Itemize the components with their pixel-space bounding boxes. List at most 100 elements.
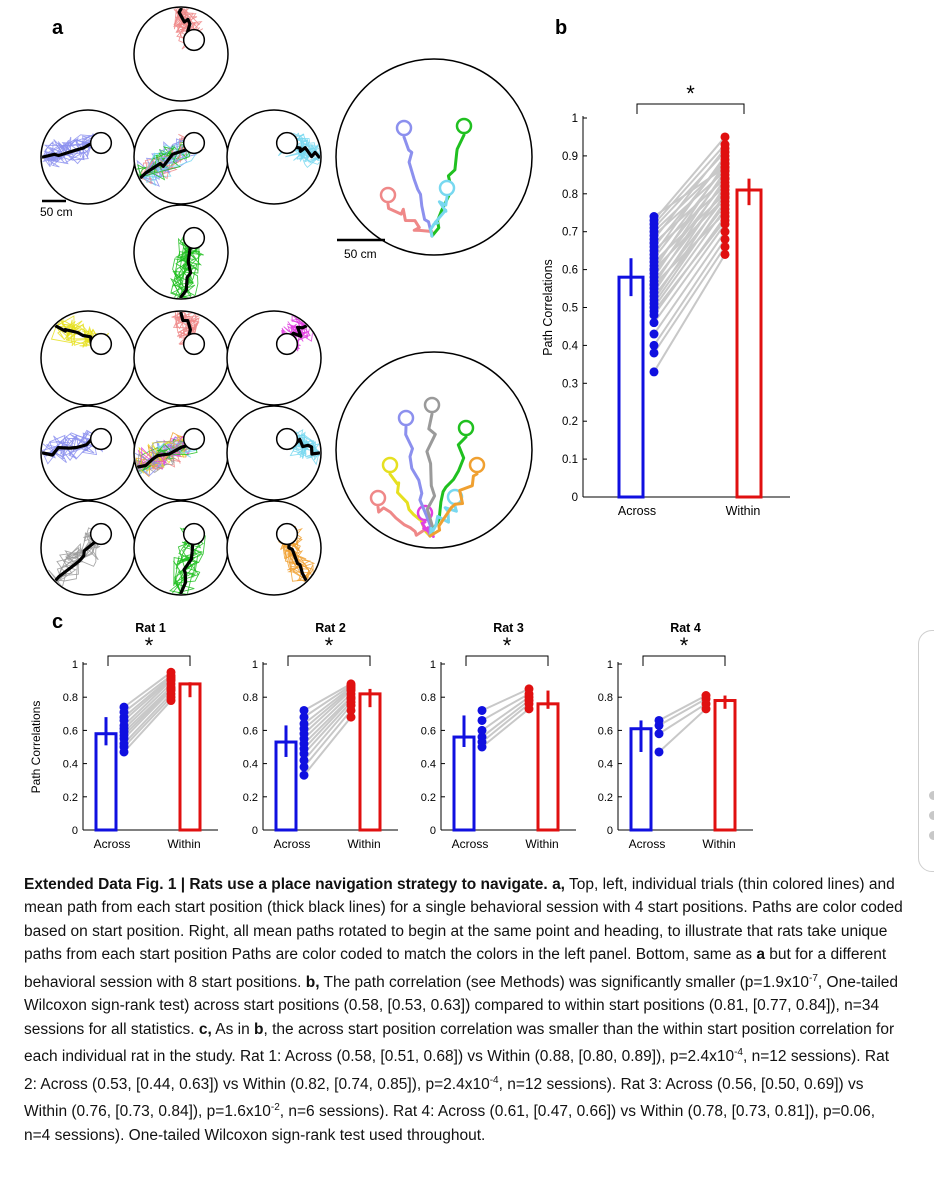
dot-within xyxy=(720,242,730,252)
rotated-goal-marker xyxy=(397,409,415,427)
y-tick-label: 0 xyxy=(72,825,78,837)
trial-path xyxy=(55,320,102,346)
rotated-bottom xyxy=(335,351,533,549)
category-label: Across xyxy=(452,837,489,851)
pair-line xyxy=(653,136,726,221)
scale-bar-right: 50 cm xyxy=(337,238,385,261)
pair-line xyxy=(658,708,707,753)
goal-circle xyxy=(275,332,299,356)
dot-across xyxy=(119,702,129,712)
rotated-goal-marker xyxy=(423,396,441,414)
dot-within xyxy=(524,684,534,694)
pair-line xyxy=(123,693,172,745)
pair-line xyxy=(303,693,352,740)
arena-bottom-3 xyxy=(226,310,322,406)
goal-circle xyxy=(182,28,206,52)
pair-line xyxy=(303,704,352,761)
pair-line xyxy=(303,688,352,730)
arena-boundary xyxy=(226,310,322,406)
dot-across xyxy=(649,329,659,339)
significance-star: * xyxy=(503,633,512,658)
goal-circle xyxy=(182,427,206,451)
rotated-goal-marker xyxy=(468,456,486,474)
y-tick-label: 0.2 xyxy=(598,792,613,804)
trial-path xyxy=(285,533,314,580)
caption-c-text-5: , n=6 sessions). Rat 4: Across (0.61, [0… xyxy=(24,1103,876,1144)
y-tick-label: 0.9 xyxy=(562,151,578,163)
scale-bar-left: 50 cm xyxy=(40,199,73,219)
pair-line xyxy=(653,151,726,229)
caption-b-label: b, xyxy=(305,973,320,991)
trial-path xyxy=(55,531,102,581)
caption-a-text: Top, left, individual trials (thin color… xyxy=(24,876,903,964)
chart-title: Rat 2 xyxy=(315,621,346,635)
pair-line xyxy=(303,696,352,745)
arena-bottom-8 xyxy=(133,500,229,596)
caption-c-text: As in xyxy=(215,1020,250,1038)
rotated-goal-marker xyxy=(381,456,399,474)
significance-bracket xyxy=(642,655,726,666)
pair-line xyxy=(658,694,707,722)
pair-line xyxy=(653,193,726,263)
arena-bottom-1 xyxy=(40,310,136,406)
y-tick-label: 0.6 xyxy=(63,725,78,737)
dot-across xyxy=(477,705,487,715)
trial-path xyxy=(137,434,200,467)
category-label: Across xyxy=(618,504,656,518)
category-label: Across xyxy=(274,837,311,851)
y-tick-label: 0 xyxy=(430,825,436,837)
pair-line xyxy=(123,699,172,753)
bar-within xyxy=(735,188,763,499)
y-tick-label: 0.6 xyxy=(598,725,613,737)
dot-across xyxy=(649,265,659,275)
trial-path xyxy=(173,533,195,594)
goal-circle xyxy=(89,332,113,356)
panel-label-a: a xyxy=(52,17,64,39)
pair-line xyxy=(653,155,726,256)
dot-within xyxy=(720,162,730,172)
dot-within xyxy=(720,200,730,210)
y-tick-label: 1 xyxy=(252,659,258,671)
significance-bracket xyxy=(287,655,371,666)
pair-line xyxy=(653,143,726,225)
trial-path xyxy=(180,533,206,594)
category-label: Within xyxy=(167,837,200,851)
caption-c-text-4: , n=12 sessions). Rat 3: Across (0.56, [… xyxy=(24,1075,864,1121)
bar-within xyxy=(358,692,382,832)
dot-within xyxy=(720,181,730,191)
pair-line xyxy=(658,702,707,735)
pair-line xyxy=(303,701,352,755)
pair-line xyxy=(481,703,530,743)
rotated-mean-path xyxy=(376,505,432,538)
y-tick-label: 0.5 xyxy=(562,303,578,315)
arena-top-east xyxy=(226,109,322,205)
side-scroll-widget[interactable] xyxy=(918,630,934,872)
rotated-paths-4-starts xyxy=(335,58,533,256)
dot-across xyxy=(299,762,309,772)
arena-top-north xyxy=(133,6,229,102)
dot-within xyxy=(701,691,711,701)
dot-across xyxy=(649,367,659,377)
caption-a-text-2: but for a different behavioral session w… xyxy=(24,946,887,991)
dot-across xyxy=(649,212,659,222)
arena-boundary xyxy=(226,500,322,596)
arena-top-south xyxy=(133,204,229,300)
goal-circle xyxy=(89,427,113,451)
y-axis-label: Path Correlations xyxy=(29,701,43,794)
bar-across xyxy=(94,732,118,832)
dot-within xyxy=(720,249,730,259)
pair-line xyxy=(303,698,352,750)
y-tick-label: 0.1 xyxy=(562,454,578,466)
arena-grid-4-starts xyxy=(40,6,322,300)
rotated-goal-marker xyxy=(438,179,456,197)
chart-c-rat-1: 0 0.2 0.4 0.6 0.8 1 Path Correlations Across Wit… xyxy=(29,621,218,851)
arena-bottom-6 xyxy=(226,405,322,501)
dot-within xyxy=(720,193,730,203)
dot-across xyxy=(649,348,659,358)
y-tick-label: 0 xyxy=(572,492,578,504)
dot-within xyxy=(346,679,356,689)
y-tick-label: 0.8 xyxy=(421,692,436,704)
y-tick-label: 0.6 xyxy=(562,265,578,277)
chart-b: 0 0.1 0.2 0.3 0.4 0.5 0.6 0.7 0.8 0.9 1 Path Correl… xyxy=(541,81,790,518)
trial-path xyxy=(137,435,195,468)
